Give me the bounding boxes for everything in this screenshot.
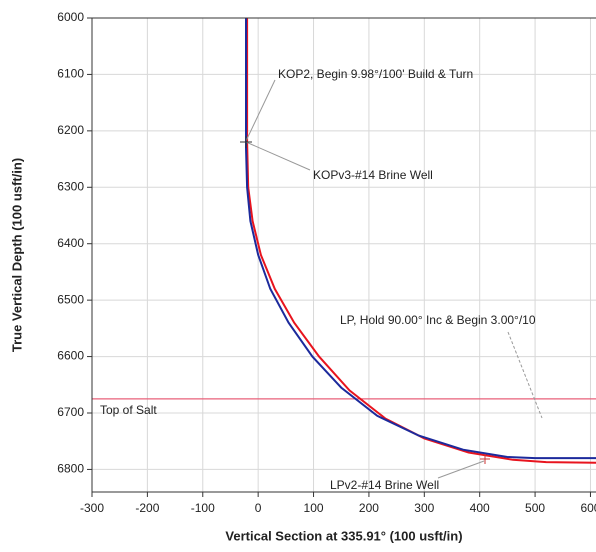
y-tick-label: 6200 xyxy=(57,123,84,137)
reference-label: Top of Salt xyxy=(100,403,157,417)
y-tick-label: 6800 xyxy=(57,462,84,476)
annotation: LP, Hold 90.00° Inc & Begin 3.00°/10 xyxy=(340,313,536,327)
series-line xyxy=(246,18,596,464)
leader-line xyxy=(245,79,276,142)
series-line xyxy=(245,18,596,460)
leader-line xyxy=(437,460,485,479)
x-tick-label: 100 xyxy=(304,501,324,515)
y-tick-label: 6300 xyxy=(57,179,84,193)
leader-line xyxy=(245,141,311,171)
annotation: KOPv3-#14 Brine Well xyxy=(313,168,433,182)
y-tick-label: 6000 xyxy=(57,10,84,24)
x-tick-label: 600 xyxy=(580,501,596,515)
x-axis-title: Vertical Section at 335.91° (100 usft/in… xyxy=(225,528,462,543)
y-axis-title: True Vertical Depth (100 usft/in) xyxy=(9,158,24,352)
x-tick-label: 500 xyxy=(525,501,545,515)
marker xyxy=(480,454,490,464)
x-tick-label: 0 xyxy=(255,501,262,515)
x-tick-label: -300 xyxy=(80,501,104,515)
y-tick-label: 6700 xyxy=(57,405,84,419)
x-tick-label: -200 xyxy=(135,501,159,515)
y-tick-label: 6100 xyxy=(57,67,84,81)
x-tick-label: -100 xyxy=(191,501,215,515)
annotation: KOP2, Begin 9.98°/100' Build & Turn xyxy=(278,67,473,81)
x-tick-label: 200 xyxy=(359,501,379,515)
marker xyxy=(240,136,252,148)
x-tick-label: 300 xyxy=(414,501,434,515)
leader-line xyxy=(507,331,543,419)
y-tick-label: 6400 xyxy=(57,236,84,250)
y-tick-label: 6500 xyxy=(57,292,84,306)
annotation: LPv2-#14 Brine Well xyxy=(330,478,439,492)
y-tick-label: 6600 xyxy=(57,349,84,363)
x-tick-label: 400 xyxy=(470,501,490,515)
